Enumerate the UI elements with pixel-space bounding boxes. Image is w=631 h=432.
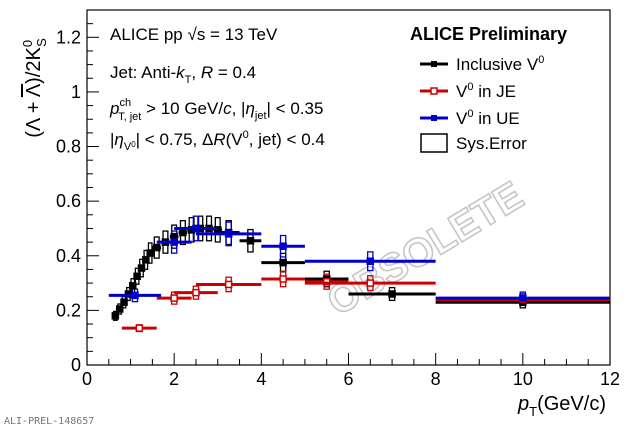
data-point — [366, 257, 375, 265]
data-point — [366, 279, 375, 287]
data-point — [224, 230, 233, 238]
figure-id-label: ALI-PREL-148657 — [4, 416, 95, 427]
x-tick-label: 0 — [82, 369, 92, 389]
axis-ticks — [86, 9, 611, 366]
series-v0-in-ue — [108, 224, 610, 302]
x-tick-label: 10 — [513, 369, 533, 389]
data-point — [146, 249, 154, 257]
data-point — [152, 243, 161, 252]
legend-marker-sys — [420, 133, 448, 153]
legend-title: ALICE Preliminary — [410, 24, 567, 44]
y-tick-label: 1.2 — [56, 27, 81, 47]
legend-label-sys: Sys.Error — [456, 134, 527, 153]
data-point — [279, 275, 287, 283]
x-tick-label: 2 — [169, 369, 179, 389]
annotation-collision: ALICE pp √s = 13 TeV — [110, 25, 278, 44]
data-point — [170, 294, 178, 302]
data-point — [120, 298, 128, 306]
legend-label-je: V0 in JE — [456, 81, 516, 101]
y-tick-label: 0.4 — [56, 246, 81, 266]
data-point — [192, 288, 200, 297]
data-point — [246, 237, 255, 245]
legend-entry-inclusive: Inclusive V0 — [420, 54, 544, 74]
x-tick-label: 6 — [343, 369, 353, 389]
data-point — [142, 256, 150, 264]
x-tick-label: 8 — [431, 369, 441, 389]
data-point — [111, 312, 120, 320]
data-point — [519, 294, 527, 302]
data-point — [279, 258, 287, 267]
y-tick-labels: 0 0.2 0.4 0.6 0.8 1 1.2 — [56, 27, 81, 375]
data-point — [129, 282, 137, 290]
x-tick-label: 4 — [256, 369, 266, 389]
annotation-jet-algo: Jet: Anti-kT, R = 0.4 — [110, 63, 256, 86]
legend-entry-sys: Sys.Error — [420, 133, 527, 153]
legend-marker-je — [430, 87, 438, 95]
x-axis-title: pT(GeV/c) — [517, 393, 606, 419]
y-tick-label: 0.2 — [56, 300, 81, 320]
x-tick-label: 12 — [600, 369, 620, 389]
y-tick-label: 1 — [71, 82, 81, 102]
y-tick-label: 0.6 — [56, 191, 81, 211]
data-point — [137, 264, 146, 272]
legend-marker-ue — [431, 115, 437, 121]
data-point — [170, 238, 178, 246]
y-tick-label: 0 — [71, 355, 81, 375]
data-point — [179, 228, 187, 237]
legend-label-ue: V0 in UE — [456, 108, 520, 128]
legend-label-inclusive: Inclusive V0 — [456, 54, 544, 74]
data-point — [133, 272, 141, 280]
x-tick-labels: 0 2 4 6 8 10 12 — [82, 369, 620, 389]
data-point — [279, 242, 287, 250]
data-point — [224, 280, 233, 289]
data-point — [388, 290, 396, 298]
y-tick-label: 0.8 — [56, 137, 81, 157]
data-point — [192, 224, 200, 233]
y-axis-title: (Λ + Λ)/2K0S — [20, 38, 49, 138]
data-point — [115, 305, 124, 313]
data-point — [131, 291, 139, 300]
data-series — [108, 224, 610, 332]
legend-marker-inclusive — [431, 61, 437, 67]
data-point — [135, 324, 144, 332]
